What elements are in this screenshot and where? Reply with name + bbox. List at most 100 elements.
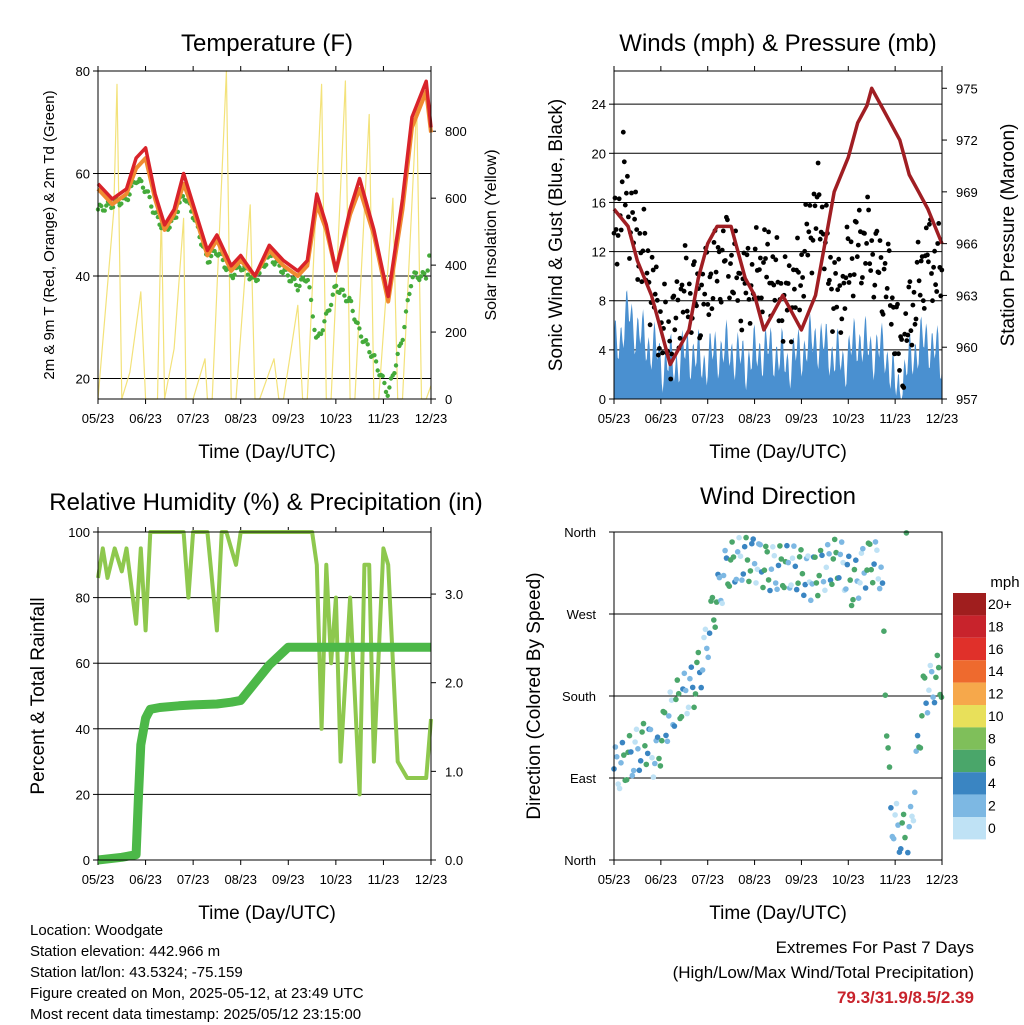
direction-point <box>917 745 924 751</box>
gust-point <box>837 283 843 288</box>
y-tick-label-right: 966 <box>956 237 978 252</box>
direction-point <box>809 581 815 587</box>
direction-point <box>691 704 697 711</box>
direction-point <box>630 767 637 774</box>
gust-point <box>778 281 784 286</box>
gust-point <box>662 281 667 287</box>
gust-point <box>909 342 915 348</box>
direction-point <box>757 541 763 548</box>
gust-point <box>801 293 807 299</box>
gust-point <box>764 274 769 280</box>
gust-point <box>923 225 929 231</box>
gust-point <box>807 203 813 208</box>
direction-point <box>637 758 644 764</box>
dewpoint-point <box>357 326 362 331</box>
direction-point <box>760 584 766 591</box>
gust-point <box>842 306 848 311</box>
direction-point <box>628 749 634 755</box>
gust-point <box>832 260 837 265</box>
gust-point <box>844 224 850 230</box>
dewpoint-point <box>320 328 325 333</box>
gust-point <box>910 302 916 308</box>
direction-point <box>632 739 638 745</box>
humidity-y-axis-label-left: Percent & Total Rainfall <box>28 597 49 794</box>
y-tick-label-right: 800 <box>445 124 467 139</box>
gust-point <box>878 255 884 260</box>
dewpoint-point <box>393 363 399 368</box>
dewpoint-point <box>350 308 355 314</box>
gust-point <box>698 333 703 338</box>
dewpoint-point <box>310 314 315 319</box>
gust-point <box>749 262 755 267</box>
gust-point <box>882 261 888 266</box>
direction-point <box>650 774 657 780</box>
dewpoint-point <box>340 287 345 292</box>
gust-point <box>874 228 880 234</box>
gust-point <box>747 321 753 326</box>
gust-point <box>810 237 816 243</box>
gust-point <box>753 225 759 230</box>
dewpoint-point <box>209 253 214 259</box>
gust-point <box>663 299 668 305</box>
direction-point <box>864 567 870 573</box>
gust-point <box>896 351 901 357</box>
x-tick-label: 06/23 <box>129 411 162 426</box>
dewpoint-point <box>405 298 410 303</box>
direction-point <box>801 592 807 599</box>
gust-point <box>856 207 862 213</box>
dewpoint-point <box>372 353 377 358</box>
gust-point <box>880 311 886 317</box>
gust-point <box>833 271 838 276</box>
x-tick-label: 10/23 <box>832 872 865 887</box>
y-tick-label-right: 200 <box>445 325 467 340</box>
gust-point <box>644 270 650 276</box>
legend-swatch <box>953 817 986 840</box>
direction-point <box>838 539 845 545</box>
sonic-wind-area <box>614 290 942 399</box>
direction-point <box>812 554 818 560</box>
gust-point <box>734 275 740 281</box>
x-tick-label: 05/23 <box>82 411 115 426</box>
direction-point <box>765 577 772 583</box>
gust-point <box>738 318 744 324</box>
gust-point <box>686 281 692 287</box>
gust-point <box>782 254 788 260</box>
gust-point <box>711 240 717 245</box>
direction-point <box>704 645 710 652</box>
gust-point <box>886 248 892 254</box>
gust-point <box>786 263 792 269</box>
direction-point <box>639 729 645 735</box>
direction-point <box>900 811 907 818</box>
direction-point <box>862 585 869 591</box>
dewpoint-point <box>255 277 260 283</box>
dewpoint-point <box>297 283 302 289</box>
y-tick-label-right: 969 <box>956 185 978 200</box>
figure-created: Figure created on Mon, 2025-05-12, at 23… <box>30 985 364 1002</box>
humidity-x-axis-label: Time (Day/UTC) <box>198 903 336 924</box>
gust-point <box>709 306 715 312</box>
speed-legend-title: mph <box>990 574 1019 591</box>
y-tick-label-right: 963 <box>956 288 978 303</box>
direction-point <box>898 846 904 852</box>
y-tick-label: 80 <box>76 64 90 79</box>
gust-point <box>692 259 697 265</box>
legend-swatch <box>953 637 986 661</box>
direction-point <box>778 556 785 562</box>
gust-point <box>792 286 797 292</box>
plot-border <box>613 531 943 861</box>
gust-point <box>793 305 798 310</box>
gust-point <box>619 179 625 185</box>
gust-point <box>654 297 660 303</box>
x-tick-label: 05/23 <box>82 872 115 887</box>
dewpoint-point <box>342 293 347 298</box>
x-tick-label: 07/23 <box>177 872 210 887</box>
direction-point <box>860 545 866 552</box>
gust-point <box>865 194 870 200</box>
dewpoint-point <box>322 319 327 324</box>
dewpoint-point <box>308 297 314 303</box>
gust-point <box>854 254 860 260</box>
y-tick-label: 20 <box>76 787 90 802</box>
direction-point <box>785 559 792 566</box>
gust-point <box>847 272 853 278</box>
